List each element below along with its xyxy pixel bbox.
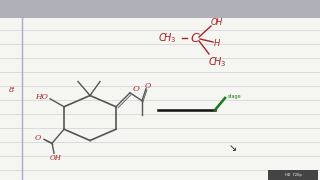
Text: HD  720p: HD 720p — [285, 173, 301, 177]
Text: stage: stage — [228, 93, 242, 98]
Bar — [0, 0, 320, 18]
Text: $H$: $H$ — [213, 37, 221, 48]
Text: ↘: ↘ — [229, 143, 237, 153]
Text: $O\!H$: $O\!H$ — [210, 15, 224, 26]
Text: O: O — [132, 85, 140, 93]
Bar — [268, 170, 318, 180]
Text: HO: HO — [36, 93, 48, 101]
Text: $C\!H_3$: $C\!H_3$ — [208, 55, 226, 69]
Text: OH: OH — [50, 154, 62, 162]
Text: 8: 8 — [9, 86, 15, 94]
Text: $C$: $C$ — [190, 31, 200, 44]
Text: $C\!H_3$: $C\!H_3$ — [158, 31, 176, 45]
Text: O: O — [145, 82, 151, 90]
Text: O: O — [35, 134, 41, 142]
